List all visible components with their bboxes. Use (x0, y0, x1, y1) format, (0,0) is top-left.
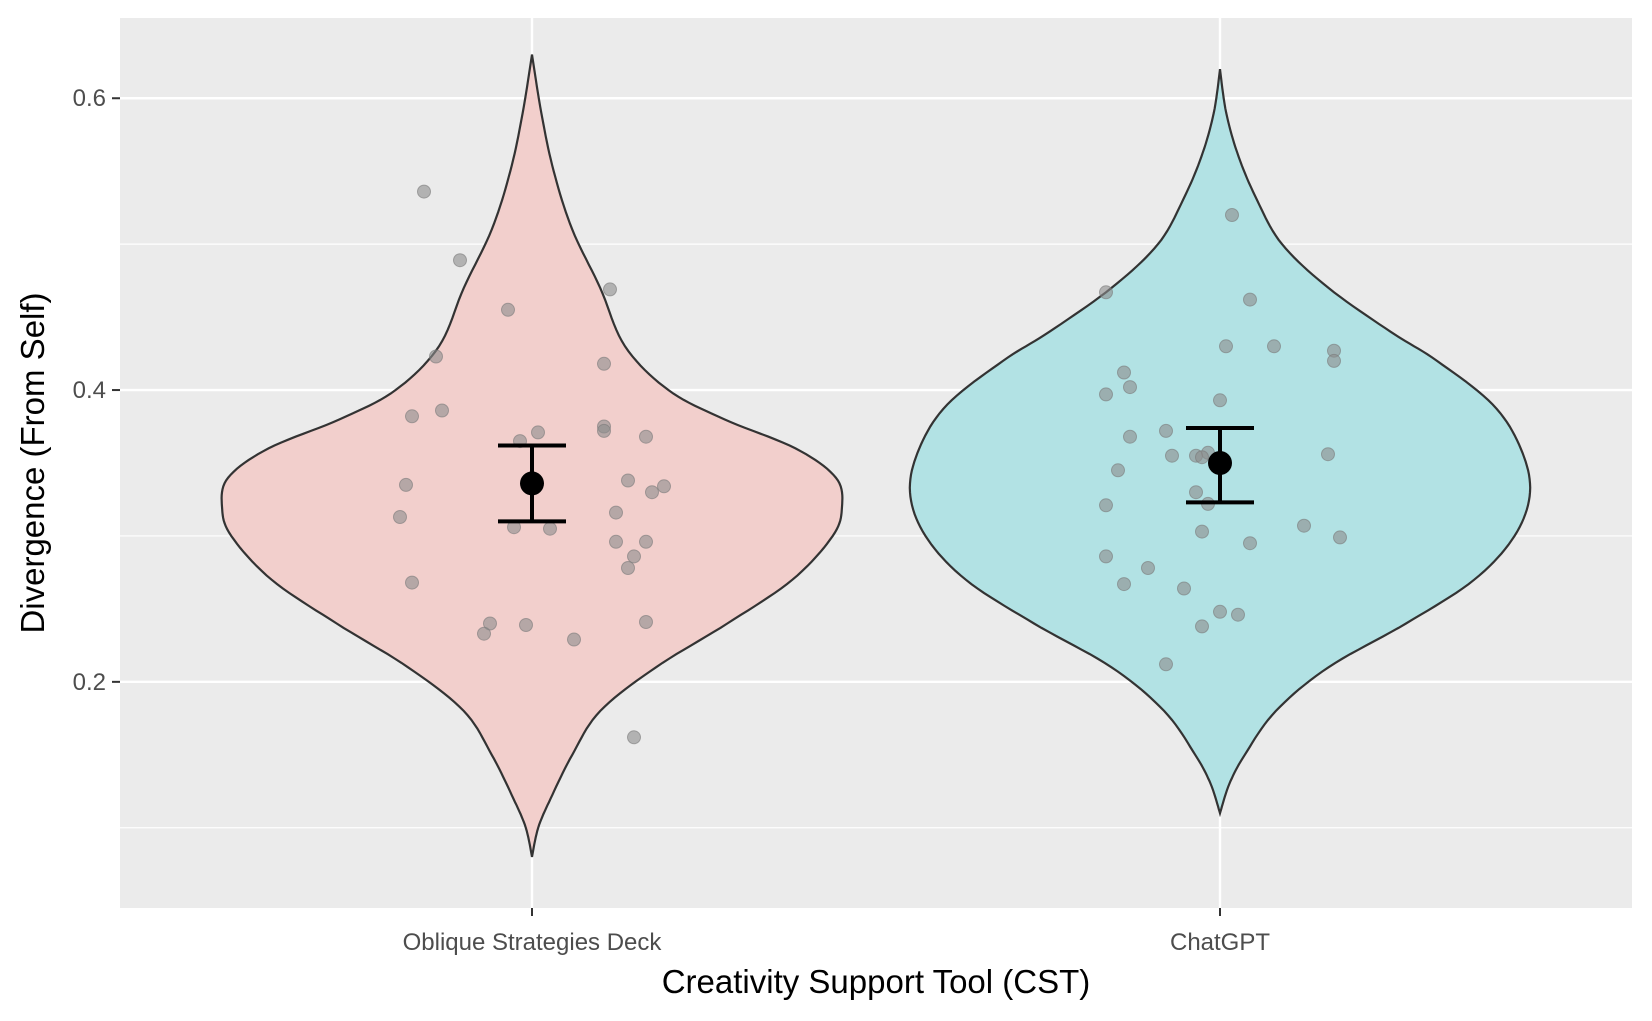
data-point (1099, 549, 1113, 564)
mean-point (520, 471, 544, 496)
data-point (1333, 530, 1347, 545)
y-axis: 0.2 0.4 0.6 (73, 85, 120, 696)
data-point (405, 409, 419, 424)
mean-ci-summaries (498, 425, 1254, 524)
data-point (453, 253, 467, 268)
data-point (531, 425, 545, 440)
data-point (1213, 604, 1227, 619)
jitter-points (393, 184, 1347, 745)
data-point (1219, 339, 1233, 354)
data-point (1195, 450, 1209, 465)
data-point (477, 626, 491, 641)
data-point (1225, 208, 1239, 222)
data-point (519, 618, 533, 632)
data-point (1141, 561, 1155, 575)
data-point (1099, 498, 1113, 513)
data-point (609, 534, 623, 549)
data-point (1159, 423, 1173, 438)
data-point (627, 730, 641, 745)
data-point (1297, 518, 1311, 533)
data-point (627, 549, 641, 564)
data-point (645, 485, 659, 500)
data-point (1099, 285, 1113, 300)
mean-point (1208, 451, 1232, 475)
data-point (639, 615, 653, 629)
data-point (603, 282, 617, 297)
data-point (1123, 380, 1137, 395)
data-point (1165, 448, 1179, 463)
y-tick-label: 0.6 (73, 85, 106, 112)
data-point (1099, 387, 1113, 402)
data-point (1117, 365, 1131, 380)
x-axis-title: Creativity Support Tool (CST) (662, 963, 1091, 1000)
data-point (597, 356, 611, 371)
data-point (1123, 429, 1137, 444)
data-point (501, 302, 515, 317)
data-point (567, 632, 581, 647)
x-tick-label: ChatGPT (1170, 929, 1270, 956)
data-point (1321, 447, 1335, 462)
y-tick-label: 0.2 (73, 669, 106, 696)
data-point (1243, 536, 1257, 551)
data-point (417, 184, 431, 199)
data-point (1243, 292, 1257, 307)
data-point (405, 575, 419, 590)
data-point (1195, 619, 1209, 634)
data-point (1189, 485, 1203, 500)
data-point (1213, 393, 1227, 408)
y-axis-title: Divergence (From Self) (14, 292, 51, 633)
data-point (621, 473, 635, 488)
data-point (1231, 607, 1245, 622)
data-point (639, 429, 653, 444)
y-tick-label: 0.4 (73, 377, 106, 404)
data-point (657, 479, 671, 494)
data-point (1159, 657, 1173, 672)
data-point (1327, 353, 1341, 368)
data-point (393, 510, 407, 524)
data-point (1111, 463, 1125, 478)
data-point (399, 477, 413, 492)
data-point (639, 534, 653, 549)
data-point (597, 423, 611, 438)
data-point (621, 561, 635, 575)
data-point (429, 349, 443, 364)
data-point (1177, 581, 1191, 596)
x-axis: Oblique Strategies Deck ChatGPT (403, 908, 1270, 956)
data-point (543, 521, 557, 536)
data-point (1195, 524, 1209, 539)
data-point (609, 505, 623, 520)
data-point (435, 403, 449, 418)
data-point (1267, 339, 1281, 354)
x-tick-label: Oblique Strategies Deck (403, 929, 663, 956)
data-point (483, 616, 497, 631)
data-point (1117, 577, 1131, 592)
